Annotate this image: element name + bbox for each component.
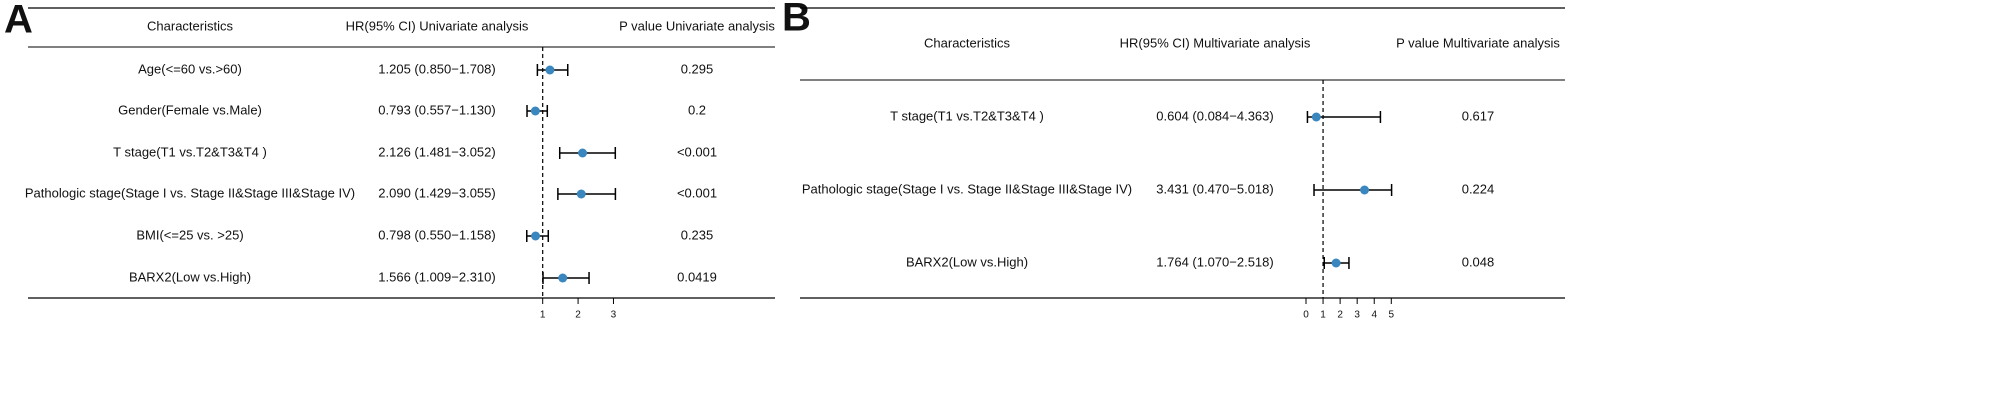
x-tick-label: 2 (575, 310, 581, 321)
hr-point (531, 231, 541, 241)
hr-point (578, 148, 588, 158)
p-value: 0.0419 (677, 269, 717, 284)
hr-label: 2.090 (1.429−3.055) (378, 185, 495, 200)
hr-point (545, 65, 555, 75)
hr-point (1360, 185, 1370, 195)
characteristic: T stage(T1 vs.T2&T3&T4 ) (113, 144, 267, 159)
p-value: 0.048 (1462, 254, 1495, 269)
x-tick-label: 1 (1320, 310, 1326, 321)
hr-point (530, 106, 540, 116)
x-tick-label: 3 (1354, 310, 1360, 321)
column-header: Characteristics (147, 18, 233, 33)
column-header: HR(95% CI) Multivariate analysis (1120, 35, 1311, 50)
hr-point (576, 189, 586, 199)
hr-label: 0.604 (0.084−4.363) (1156, 108, 1273, 123)
hr-label: 1.566 (1.009−2.310) (378, 269, 495, 284)
p-value: 0.224 (1462, 181, 1495, 196)
hr-label: 3.431 (0.470−5.018) (1156, 181, 1273, 196)
hr-point (1311, 112, 1321, 122)
x-tick-label: 0 (1303, 310, 1309, 321)
hr-label: 1.205 (0.850−1.708) (378, 61, 495, 76)
panel-label: A (4, 0, 33, 42)
characteristic: T stage(T1 vs.T2&T3&T4 ) (890, 108, 1044, 123)
hr-point (558, 273, 568, 283)
characteristic: Age(<=60 vs.>60) (138, 61, 242, 76)
x-tick-label: 2 (1337, 310, 1343, 321)
x-tick-label: 5 (1389, 310, 1395, 321)
characteristic: Pathologic stage(Stage I vs. Stage II&St… (802, 181, 1132, 196)
characteristic: BMI(<=25 vs. >25) (136, 227, 243, 242)
column-header: HR(95% CI) Univariate analysis (346, 18, 529, 33)
hr-label: 1.764 (1.070−2.518) (1156, 254, 1273, 269)
panel-label: B (782, 0, 811, 40)
p-value: 0.235 (681, 227, 714, 242)
p-value: <0.001 (677, 185, 717, 200)
characteristic: Pathologic stage(Stage I vs. Stage II&St… (25, 185, 355, 200)
hr-label: 0.798 (0.550−1.158) (378, 227, 495, 242)
x-tick-label: 1 (540, 310, 546, 321)
hr-label: 0.793 (0.557−1.130) (378, 102, 495, 117)
column-header: P value Multivariate analysis (1396, 35, 1560, 50)
column-header: Characteristics (924, 35, 1010, 50)
x-tick-label: 4 (1371, 310, 1377, 321)
hr-point (1331, 258, 1341, 268)
hr-label: 2.126 (1.481−3.052) (378, 144, 495, 159)
characteristic: BARX2(Low vs.High) (906, 254, 1028, 269)
p-value: <0.001 (677, 144, 717, 159)
characteristic: Gender(Female vs.Male) (118, 102, 262, 117)
x-tick-label: 3 (611, 310, 617, 321)
characteristic: BARX2(Low vs.High) (129, 269, 251, 284)
p-value: 0.617 (1462, 108, 1495, 123)
p-value: 0.2 (688, 102, 706, 117)
p-value: 0.295 (681, 61, 714, 76)
column-header: P value Univariate analysis (619, 18, 775, 33)
